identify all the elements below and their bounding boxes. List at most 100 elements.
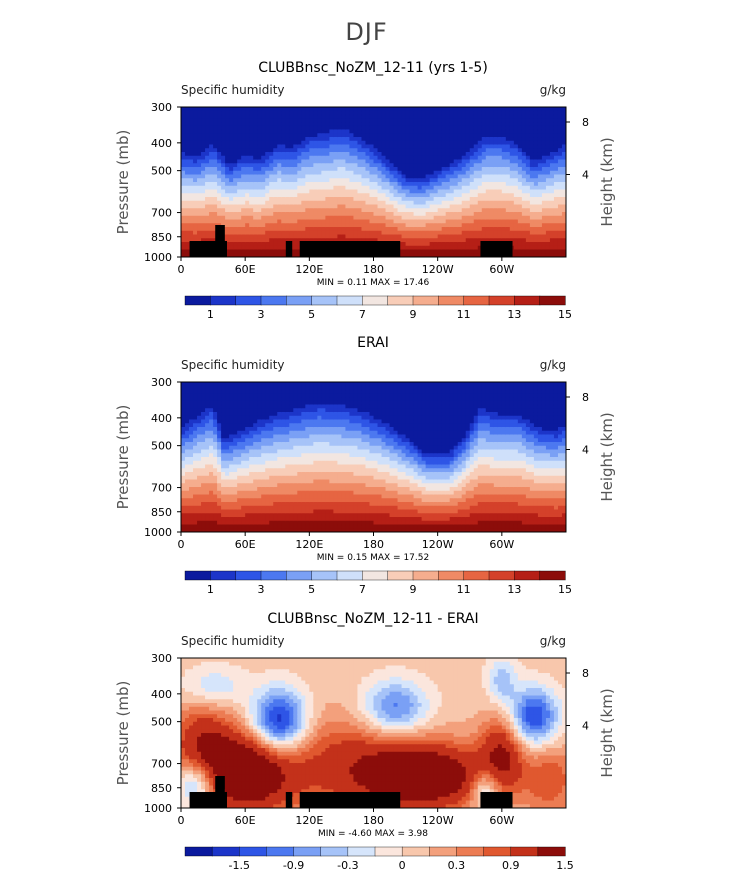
colorbar-swatch xyxy=(260,295,287,306)
terrain-block xyxy=(299,241,401,257)
min-max-stats: MIN = 0.11 MAX = 17.46 xyxy=(317,278,430,288)
colorbar-swatch xyxy=(210,570,237,581)
colorbar-swatch xyxy=(266,846,295,857)
field-area xyxy=(181,107,566,257)
colorbar-swatch xyxy=(537,846,566,857)
x-tick-label: 60W xyxy=(489,538,514,551)
figure-title: DJF xyxy=(345,18,388,46)
colorbar xyxy=(184,570,566,581)
x-tick-label: 60W xyxy=(489,814,514,827)
height-tick-label: 8 xyxy=(582,391,589,404)
panel-3: CLUBBnsc_NoZM_12-11 - ERAI Specific humid… xyxy=(114,611,616,872)
y-axis-label: Pressure (mb) xyxy=(114,130,132,235)
terrain-block xyxy=(480,792,513,808)
field-area xyxy=(181,658,566,808)
y-tick-label: 400 xyxy=(151,412,172,425)
x-tick-label: 120E xyxy=(295,263,323,276)
y-tick-label: 1000 xyxy=(144,802,172,815)
y-tick-label: 400 xyxy=(151,137,172,150)
terrain-block xyxy=(215,225,225,257)
colorbar-swatch xyxy=(362,295,389,306)
colorbar-label: 0.3 xyxy=(448,859,466,872)
colorbar-swatch xyxy=(412,570,439,581)
y-tick-label: 850 xyxy=(151,782,172,795)
y-tick-label: 300 xyxy=(151,652,172,665)
colorbar-swatch xyxy=(429,846,458,857)
colorbar-swatch xyxy=(438,570,465,581)
y-tick-label: 700 xyxy=(151,482,172,495)
colorbar-swatch xyxy=(463,295,490,306)
units-label: g/kg xyxy=(540,83,566,97)
colorbar-swatch xyxy=(336,295,363,306)
colorbar-swatch xyxy=(293,846,322,857)
height-tick-label: 8 xyxy=(582,667,589,680)
terrain-block xyxy=(480,241,513,257)
colorbar-swatch xyxy=(184,570,211,581)
colorbar-swatch xyxy=(239,846,268,857)
colorbar-swatch xyxy=(320,846,349,857)
terrain-block xyxy=(285,241,293,257)
colorbar-label: -0.9 xyxy=(283,859,304,872)
colorbar-label: 9 xyxy=(410,583,417,596)
y-tick-label: 500 xyxy=(151,440,172,453)
y-axis-label: Pressure (mb) xyxy=(114,405,132,510)
colorbar-swatch xyxy=(483,846,512,857)
x-tick-label: 60E xyxy=(235,538,256,551)
x-tick-label: 0 xyxy=(178,263,185,276)
y-axis-label: Pressure (mb) xyxy=(114,681,132,786)
colorbar-label: 0 xyxy=(399,859,406,872)
colorbar-swatch xyxy=(184,295,211,306)
y-axis-label-right: Height (km) xyxy=(598,137,616,226)
x-tick-label: 120W xyxy=(422,263,454,276)
x-tick-label: 120E xyxy=(295,814,323,827)
colorbar-label: -0.3 xyxy=(337,859,358,872)
colorbar-label: 15 xyxy=(558,308,572,321)
colorbar-swatch xyxy=(210,295,237,306)
y-axis-label-right: Height (km) xyxy=(598,412,616,501)
terrain-block xyxy=(299,792,401,808)
colorbar-swatch xyxy=(412,295,439,306)
colorbar-swatch xyxy=(311,570,338,581)
field-label: Specific humidity xyxy=(181,634,285,648)
colorbar-swatch xyxy=(401,846,430,857)
min-max-stats: MIN = 0.15 MAX = 17.52 xyxy=(317,553,429,563)
x-tick-label: 60W xyxy=(489,263,514,276)
x-tick-label: 120W xyxy=(422,538,454,551)
y-tick-label: 700 xyxy=(151,758,172,771)
panel-1: CLUBBnsc_NoZM_12-11 (yrs 1-5) Specific hu… xyxy=(114,60,616,321)
x-tick-label: 0 xyxy=(178,814,185,827)
colorbar xyxy=(184,846,566,857)
height-tick-label: 4 xyxy=(582,169,589,182)
colorbar-label: 1.5 xyxy=(556,859,574,872)
height-tick-label: 4 xyxy=(582,444,589,457)
colorbar-label: 13 xyxy=(507,308,521,321)
colorbar-swatch xyxy=(387,295,414,306)
x-tick-label: 180 xyxy=(363,538,384,551)
colorbar-swatch xyxy=(488,570,515,581)
colorbar-swatch xyxy=(463,570,490,581)
colorbar-swatch xyxy=(514,570,541,581)
y-tick-label: 700 xyxy=(151,207,172,220)
colorbar-swatch xyxy=(438,295,465,306)
colorbar-swatch xyxy=(286,295,313,306)
height-tick-label: 4 xyxy=(582,720,589,733)
colorbar-label: 7 xyxy=(359,308,366,321)
colorbar-swatch xyxy=(347,846,376,857)
colorbar-swatch xyxy=(336,570,363,581)
y-axis-label-right: Height (km) xyxy=(598,688,616,777)
colorbar-swatch xyxy=(362,570,389,581)
y-tick-label: 500 xyxy=(151,165,172,178)
colorbar-swatch xyxy=(260,570,287,581)
colorbar-label: 0.9 xyxy=(502,859,520,872)
colorbar-swatch xyxy=(374,846,403,857)
panel-title: ERAI xyxy=(357,335,389,351)
terrain-block xyxy=(215,776,225,808)
colorbar-label: 11 xyxy=(457,308,471,321)
panel-title: CLUBBnsc_NoZM_12-11 - ERAI xyxy=(267,611,478,627)
colorbar-label: 1 xyxy=(207,583,214,596)
terrain-block xyxy=(285,792,293,808)
colorbar-swatch xyxy=(235,295,262,306)
colorbar-label: 3 xyxy=(258,308,265,321)
colorbar-swatch xyxy=(539,295,566,306)
